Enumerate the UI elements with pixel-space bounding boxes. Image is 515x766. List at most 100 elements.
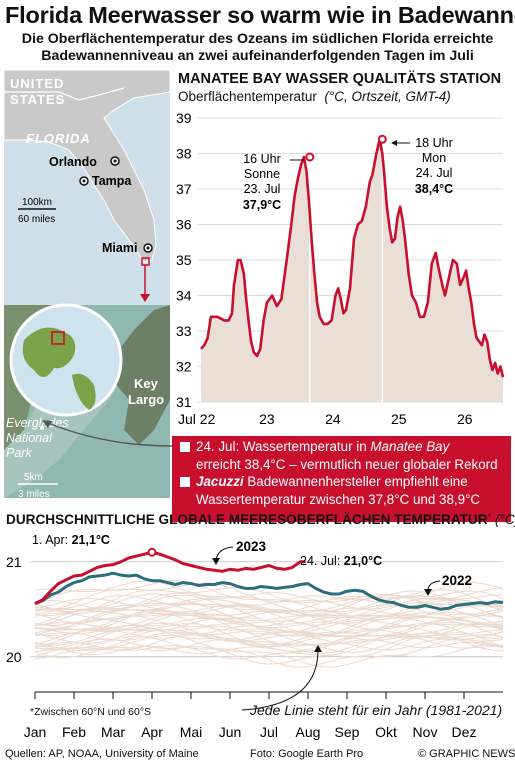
label-2023: 2023: [236, 539, 267, 554]
map-graphic: UNITED STATES FLORIDA Orlando Tampa Miam…: [4, 70, 170, 498]
historical-year-line: [34, 634, 504, 668]
jul-note: 24. Jul: 21,0°C: [300, 554, 382, 568]
lines-note-leader: [241, 649, 319, 711]
orlando-dot-center: [113, 159, 117, 163]
chart1-subtitle-unit: (°C, Ortszeit, GMT-4): [324, 89, 451, 104]
callout-item2-text: Badewannenhersteller empfiehlt eine: [243, 474, 468, 489]
florida-map: UNITED STATES FLORIDA Orlando Tampa Miam…: [4, 70, 170, 498]
chart2-x-tick: Aug: [296, 724, 321, 740]
jul-note-value: 21,0°C: [344, 554, 382, 568]
chart2-x-tick: Jun: [219, 724, 242, 740]
chart2-x-tick: Nov: [413, 724, 438, 740]
chart2-title-text: DURCHSCHNITTLICHE GLOBALE MEERESOBERFLÄC…: [6, 512, 488, 527]
historical-year-line: [34, 629, 504, 653]
chart1-title: MANATEE BAY WASSER QUALITÄTS STATION: [178, 71, 502, 87]
key-largo-land: [104, 305, 170, 445]
historical-year-line: [34, 634, 504, 665]
peak1-time: 16 Uhr: [243, 152, 281, 166]
florida-land: [4, 70, 170, 263]
historical-year-line: [34, 619, 504, 645]
historical-year-line: [34, 592, 504, 615]
peak2-date: 24. Jul: [416, 166, 453, 180]
chart1-subtitle-main: Oberflächentemperatur: [178, 89, 317, 104]
historical-year-line: [34, 580, 504, 613]
label-2023-leader: [215, 546, 234, 561]
chart2-x-tick: Jan: [24, 724, 47, 740]
globe-marker: [51, 331, 65, 345]
subtitle-line-2: Badewannenniveau an zwei aufeinanderfolg…: [41, 48, 474, 64]
chart2-x-tick: Apr: [141, 724, 163, 740]
peak1-value: 37,9°C: [243, 198, 281, 212]
callout-item-1: 24. Jul: Wassertemperatur in Manatee Bay…: [178, 438, 511, 473]
peak2-annotation: 18 Uhr Mon 24. Jul 38,4°C: [415, 136, 453, 196]
historical-year-line: [34, 616, 504, 648]
chart2-title-footnote-mark: *: [487, 512, 492, 522]
peak2-arrow-icon: [391, 140, 397, 146]
chart2-y-ticks: 2021: [6, 554, 22, 665]
chart1-grid: [197, 117, 503, 403]
peak2-value: 38,4°C: [415, 182, 453, 196]
callout-item2-text2: Wassertemperatur zwischen 37,8°C und 38,…: [196, 491, 481, 507]
historical-year-line: [34, 635, 504, 668]
chart1-subtitle: Oberflächentemperatur (°C, Ortszeit, GMT…: [178, 89, 451, 104]
label-2022: 2022: [442, 573, 472, 588]
peak1-day: Sonne: [244, 167, 280, 181]
globe-continent: [22, 327, 76, 378]
historical-year-line: [34, 582, 504, 611]
inset-label-1: Everglades: [6, 416, 69, 430]
chart1-x-tick: Jul 22: [178, 411, 216, 427]
page-title: Florida Meerwasser so warm wie in Badewa…: [5, 2, 515, 28]
chart1-x-tick: 25: [391, 411, 407, 427]
chart2-y-tick: 20: [6, 649, 22, 665]
apr-point: [147, 547, 157, 557]
state-label: FLORIDA: [26, 131, 91, 146]
peak2-point: [377, 134, 387, 144]
historical-year-line: [34, 618, 504, 652]
chart1-y-tick: 32: [176, 359, 192, 375]
callout-item-2: Jacuzzi Badewannenhersteller empfiehlt e…: [178, 473, 511, 508]
historical-year-line: [34, 586, 504, 613]
chart1-y-tick: 35: [176, 252, 192, 268]
historical-year-line: [34, 604, 504, 630]
chart1-y-tick: 31: [176, 394, 192, 410]
chart1-x-tick: 24: [325, 411, 341, 427]
footnote: *Zwischen 60°N und 60°S: [30, 706, 152, 718]
chart1-x-tick: 26: [457, 411, 473, 427]
chart1-y-tick: 39: [176, 110, 192, 126]
historical-year-line: [34, 589, 504, 614]
peak1-annotation: 16 Uhr Sonne 23. Jul 37,9°C: [243, 152, 281, 212]
historical-year-line: [34, 609, 504, 636]
chart1-y-tick: 33: [176, 323, 192, 339]
chart1-y-tick: 34: [176, 288, 192, 304]
historical-year-line: [34, 618, 504, 646]
state-border: [4, 87, 125, 101]
peak2-time: 18 Uhr: [415, 136, 453, 150]
series-2023-line: [34, 550, 306, 605]
historical-year-line: [34, 633, 504, 660]
copyright: © GRAPHIC NEWS: [418, 748, 515, 760]
historical-year-line: [34, 580, 504, 613]
chart1-x-ticks: Jul 22 23 24 25 26: [178, 411, 473, 427]
historical-year-line: [34, 622, 504, 654]
chart1-y-tick: 37: [176, 181, 192, 197]
historical-year-line: [34, 609, 504, 637]
chart1-area: [201, 139, 503, 403]
inset-label-3: Park: [6, 446, 32, 460]
bullet-square-icon: [180, 442, 190, 452]
historical-year-line: [34, 604, 504, 629]
chart2-y-tick: 21: [6, 554, 22, 570]
chart2-grid: [30, 561, 503, 658]
callout-item2-brand: Jacuzzi: [196, 474, 244, 489]
bullet-square-icon: [180, 477, 190, 487]
key-label-2: Largo: [128, 392, 164, 407]
chart2-x-tick: Dez: [452, 724, 477, 740]
callout-item1-place: Manatee Bay: [370, 439, 450, 454]
historical-year-line: [34, 612, 504, 645]
chart1-y-tick: 38: [176, 146, 192, 162]
chart2-x-tick: Feb: [62, 724, 86, 740]
historical-year-line: [34, 594, 504, 622]
chart1-y-tick: 36: [176, 217, 192, 233]
chart2-x-tick: Jul: [260, 724, 278, 740]
historical-year-line: [34, 594, 504, 625]
chart2-x-tick: Okt: [375, 724, 397, 740]
